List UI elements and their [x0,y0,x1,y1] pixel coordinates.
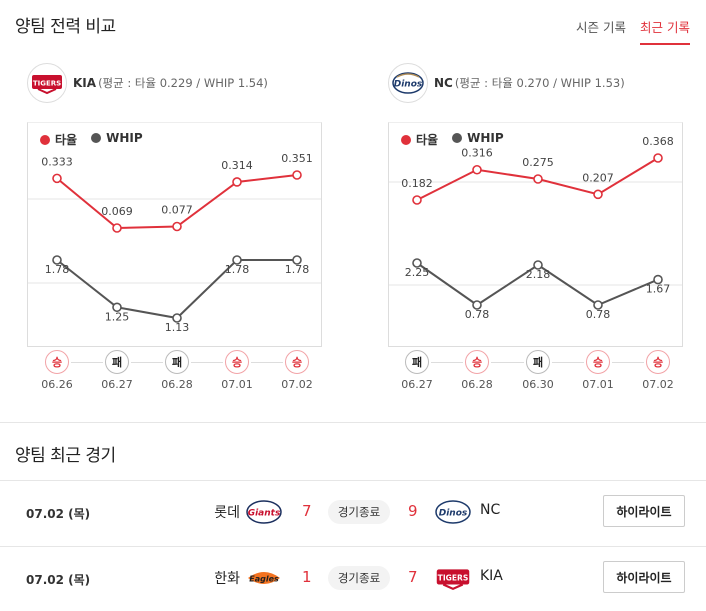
game-date-label: 07.02 [642,378,674,391]
game-row[interactable]: 07.02 (목) 한화 Eagles 1 경기종료 7 TIGERS KIA … [0,547,706,611]
record-tabs: 시즌 기록 최근 기록 [562,17,690,45]
kia-tigers-logo: TIGERS [27,63,67,103]
legend-avg: 타율 [401,131,438,148]
result-badge: 패 [105,350,129,374]
row-divider [0,546,706,547]
result-badge: 패 [165,350,189,374]
result-connector [612,362,644,363]
chart-legend: 타율 WHIP [401,131,504,148]
result-connector [191,362,223,363]
team-header-nc: Dinos NC (평균 : 타율 0.270 / WHIP 1.53) [388,63,625,103]
away-team-name: KIA [480,568,503,584]
legend-avg: 타율 [40,131,77,148]
chart-panel-kia: 타율 WHIP [27,122,322,347]
game-date-label: 06.28 [461,378,493,391]
result-badge: 승 [45,350,69,374]
recent-title: 양팀 최근 경기 [15,446,116,466]
legend-whip: WHIP [452,131,504,148]
result-connector [552,362,584,363]
kia-tigers-logo: TIGERS [433,563,473,593]
result-connector [431,362,463,363]
home-score: 7 [302,502,312,520]
team-avg-stat: (평균 : 타율 0.229 / WHIP 1.54) [98,76,268,90]
compare-title: 양팀 전력 비교 [15,17,116,37]
result-connector [71,362,103,363]
game-status-badge: 경기종료 [328,500,390,524]
home-team-name: 한화 [214,571,240,587]
away-team-name: NC [480,502,501,518]
giants-logo: Giants [244,497,284,527]
nc-dinos-logo: Dinos [388,63,428,103]
result-badge: 승 [285,350,309,374]
result-badge: 승 [646,350,670,374]
tab-season-record[interactable]: 시즌 기록 [576,20,627,35]
result-badge: 패 [526,350,550,374]
game-date-label: 06.27 [401,378,433,391]
svg-text:Giants: Giants [248,509,281,519]
away-score: 9 [408,502,418,520]
result-badge: 승 [225,350,249,374]
legend-whip: WHIP [91,131,143,148]
game-date-label: 06.28 [161,378,193,391]
away-score: 7 [408,568,418,586]
svg-text:Eagles: Eagles [249,575,279,584]
tab-recent-record[interactable]: 최근 기록 [640,17,690,45]
result-badge: 승 [586,350,610,374]
result-badge: 패 [405,350,429,374]
game-date-label: 07.01 [221,378,253,391]
game-date-label: 06.26 [41,378,73,391]
team-name: NC [434,76,453,90]
svg-text:TIGERS: TIGERS [33,80,61,88]
team-avg-stat: (평균 : 타율 0.270 / WHIP 1.53) [454,76,625,90]
game-date-label: 06.30 [522,378,554,391]
game-date: 07.02 (목) [26,573,91,587]
home-team-name: 롯데 [214,505,240,521]
svg-text:Dinos: Dinos [439,509,468,519]
chart-legend: 타율 WHIP [40,131,143,148]
game-date-label: 07.01 [582,378,614,391]
game-date: 07.02 (목) [26,507,91,521]
list-top-divider [0,480,706,481]
result-connector [491,362,524,363]
result-badge: 승 [465,350,489,374]
section-divider [0,422,706,423]
chart-panel-nc: 타율 WHIP [388,122,683,347]
team-header-kia: TIGERS KIA (평균 : 타율 0.229 / WHIP 1.54) [27,63,268,103]
game-date-label: 06.27 [101,378,133,391]
highlight-button[interactable]: 하이라이트 [603,495,685,527]
result-connector [251,362,283,363]
home-score: 1 [302,568,312,586]
highlight-button[interactable]: 하이라이트 [603,561,685,593]
svg-text:Dinos: Dinos [394,80,423,90]
eagles-logo: Eagles [244,563,284,593]
result-connector [131,362,163,363]
nc-dinos-logo: Dinos [433,497,473,527]
team-name: KIA [73,76,97,90]
game-date-label: 07.02 [281,378,313,391]
game-status-badge: 경기종료 [328,566,390,590]
game-row[interactable]: 07.02 (목) 롯데 Giants 7 경기종료 9 Dinos NC 하이… [0,481,706,545]
svg-text:TIGERS: TIGERS [438,574,469,583]
